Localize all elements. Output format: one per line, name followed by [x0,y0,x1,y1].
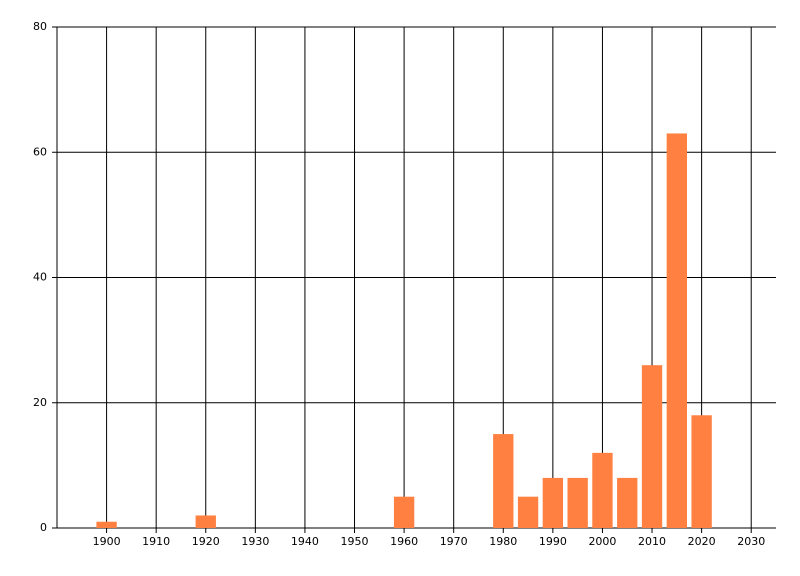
bar [641,365,663,528]
x-tick-label: 1990 [539,535,567,548]
y-tick-label: 60 [33,145,47,158]
x-tick-label: 2000 [588,535,616,548]
x-tick-label: 1910 [142,535,170,548]
x-tick-label: 1980 [489,535,517,548]
y-tick-label: 0 [40,521,47,534]
bar [567,477,588,528]
x-tick-label: 1900 [93,535,121,548]
y-tick-label: 80 [33,20,47,33]
bar [592,452,613,528]
x-tick-label: 2010 [638,535,666,548]
x-tick-label: 1930 [241,535,269,548]
bar [691,415,712,528]
bar [517,496,539,528]
bar [493,434,514,528]
bar [96,521,117,528]
y-tick-label: 40 [33,271,47,284]
x-tick-label: 1970 [440,535,468,548]
bar [542,477,564,528]
x-tick-label: 2030 [737,535,765,548]
x-tick-label: 1920 [192,535,220,548]
x-tick-label: 1950 [341,535,369,548]
bar [393,496,415,528]
x-tick-label: 1960 [390,535,418,548]
x-tick-label: 2020 [688,535,716,548]
bar [666,133,687,528]
x-tick-label: 1940 [291,535,319,548]
bar [617,477,638,528]
y-tick-label: 20 [33,396,47,409]
bar [195,515,216,528]
